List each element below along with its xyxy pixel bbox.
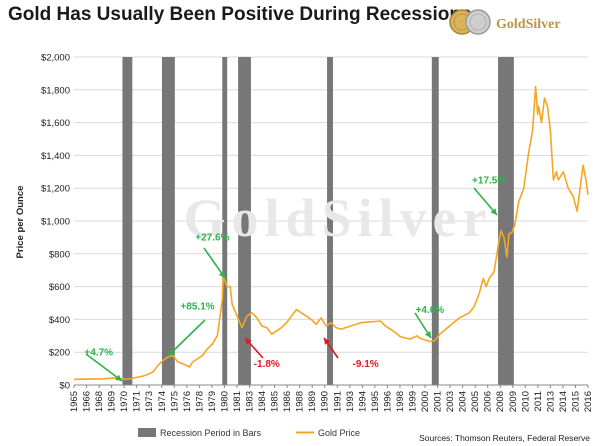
y-tick-label: $200 <box>49 348 70 359</box>
gold-price-series <box>73 85 589 381</box>
x-tick-label: 1988 <box>295 391 306 412</box>
y-tick-label: $1,200 <box>41 184 70 195</box>
x-tick-label: 1985 <box>270 391 281 412</box>
gold-price-line <box>73 85 589 381</box>
x-tick-label: 1984 <box>257 391 268 412</box>
goldsilver-logo: GoldSilver <box>449 9 561 35</box>
x-tick-label: 2016 <box>583 391 594 412</box>
y-tick-label: $400 <box>49 315 70 326</box>
annotation-arrow <box>85 353 123 382</box>
x-tick-label: 1995 <box>370 391 381 412</box>
annotations: +4.7% +85.1% +27.6% -1.8% -9.1% +4.6% +17.5% <box>84 175 506 382</box>
brand-name: GoldSilver <box>496 17 561 32</box>
recession-bar <box>238 57 251 385</box>
sources-note: Sources: Thomson Reuters, Federal Reserv… <box>419 433 590 443</box>
y-tick-label: $1,000 <box>41 217 70 228</box>
x-tick-label: 1980 <box>219 391 230 412</box>
y-tick-label: $0 <box>59 381 70 392</box>
x-tick-label: 1990 <box>320 391 331 412</box>
x-tick-label: 1983 <box>245 391 256 412</box>
x-tick-label: 1965 <box>69 391 80 412</box>
x-tick-label: 2015 <box>570 391 581 412</box>
x-tick-label: 1989 <box>307 391 318 412</box>
x-tick-label: 1973 <box>144 391 155 412</box>
annotation-arrow <box>167 319 206 357</box>
x-tick-label: 2008 <box>495 391 506 412</box>
x-tick-label: 2003 <box>445 391 456 412</box>
x-tick-label: 1986 <box>282 391 293 412</box>
legend-recession-swatch <box>138 428 156 437</box>
annotation-label: +4.7% <box>84 347 113 358</box>
annotation-label: -9.1% <box>353 359 379 370</box>
x-tick-label: 2010 <box>520 391 531 412</box>
legend: Recession Period in Bars Gold Price <box>138 428 360 438</box>
recession-bar <box>122 57 133 385</box>
annotation-arrowhead <box>115 374 122 381</box>
recession-bar <box>431 57 439 385</box>
x-tick-label: 1994 <box>357 391 368 412</box>
y-axis-label: Price per Ounce <box>15 186 26 259</box>
y-tick-label: $600 <box>49 282 70 293</box>
annotation-label: -1.8% <box>254 359 280 370</box>
x-tick-label: 2001 <box>433 391 444 412</box>
x-tick-label: 2004 <box>458 391 469 412</box>
y-axis-ticks: $0 $200 $400 $600 $800 $1,000 $1,200 $1,400 $1,6… <box>41 53 70 392</box>
recession-bars <box>122 57 514 385</box>
annotation-arrowhead <box>324 338 331 345</box>
watermark: GoldSilver <box>183 188 492 248</box>
annotation-label: +17.5% <box>472 175 506 186</box>
x-tick-label: 2011 <box>533 391 544 411</box>
x-tick-label: 1979 <box>207 391 218 412</box>
annotation-arrowhead <box>490 208 497 215</box>
annotation-label: +4.6% <box>416 305 445 316</box>
recession-bar <box>222 57 228 385</box>
y-tick-label: $800 <box>49 249 70 260</box>
x-tick-label: 1993 <box>345 391 356 412</box>
x-tick-label: 1974 <box>157 391 168 412</box>
annotation-arrowhead <box>218 271 225 278</box>
x-tick-label: 1970 <box>119 391 130 412</box>
x-tick-label: 1978 <box>194 391 205 412</box>
x-axis-ticks: 1965 1966 1968 1969 1970 1971 1973 1974 1975 1976… <box>69 385 594 412</box>
annotation-arrowhead <box>245 338 252 345</box>
y-tick-label: $1,600 <box>41 118 70 129</box>
x-tick-label: 1996 <box>382 391 393 412</box>
silver-coin-icon <box>465 9 491 35</box>
x-tick-label: 1981 <box>232 391 243 412</box>
recession-bar <box>327 57 333 385</box>
x-tick-label: 1966 <box>82 391 93 412</box>
y-tick-label: $1,400 <box>41 151 70 162</box>
recession-bar <box>161 57 175 385</box>
y-tick-label: $1,800 <box>41 85 70 96</box>
x-tick-label: 1999 <box>407 391 418 412</box>
x-tick-label: 1968 <box>94 391 105 412</box>
x-tick-label: 2013 <box>545 391 556 412</box>
x-tick-label: 1969 <box>107 391 118 412</box>
annotation-label: +85.1% <box>180 302 214 313</box>
x-tick-label: 1975 <box>169 391 180 412</box>
x-tick-label: 1976 <box>182 391 193 412</box>
x-tick-label: 2014 <box>558 391 569 412</box>
legend-gold-label: Gold Price <box>318 428 360 438</box>
annotation-arrowhead <box>424 331 431 338</box>
x-tick-label: 1998 <box>395 391 406 412</box>
annotation-arrowhead <box>168 349 175 356</box>
x-tick-label: 2000 <box>420 391 431 412</box>
x-tick-label: 2006 <box>483 391 494 412</box>
annotation-label: +27.6% <box>195 233 229 244</box>
x-tick-label: 1991 <box>332 391 343 412</box>
x-tick-label: 2009 <box>508 391 519 412</box>
recession-bar <box>498 57 514 385</box>
x-tick-label: 2005 <box>470 391 481 412</box>
x-tick-label: 1971 <box>132 391 143 412</box>
y-tick-label: $2,000 <box>41 53 70 64</box>
chart-title: Gold Has Usually Been Positive During Re… <box>8 4 472 25</box>
legend-recession-label: Recession Period in Bars <box>160 428 262 438</box>
